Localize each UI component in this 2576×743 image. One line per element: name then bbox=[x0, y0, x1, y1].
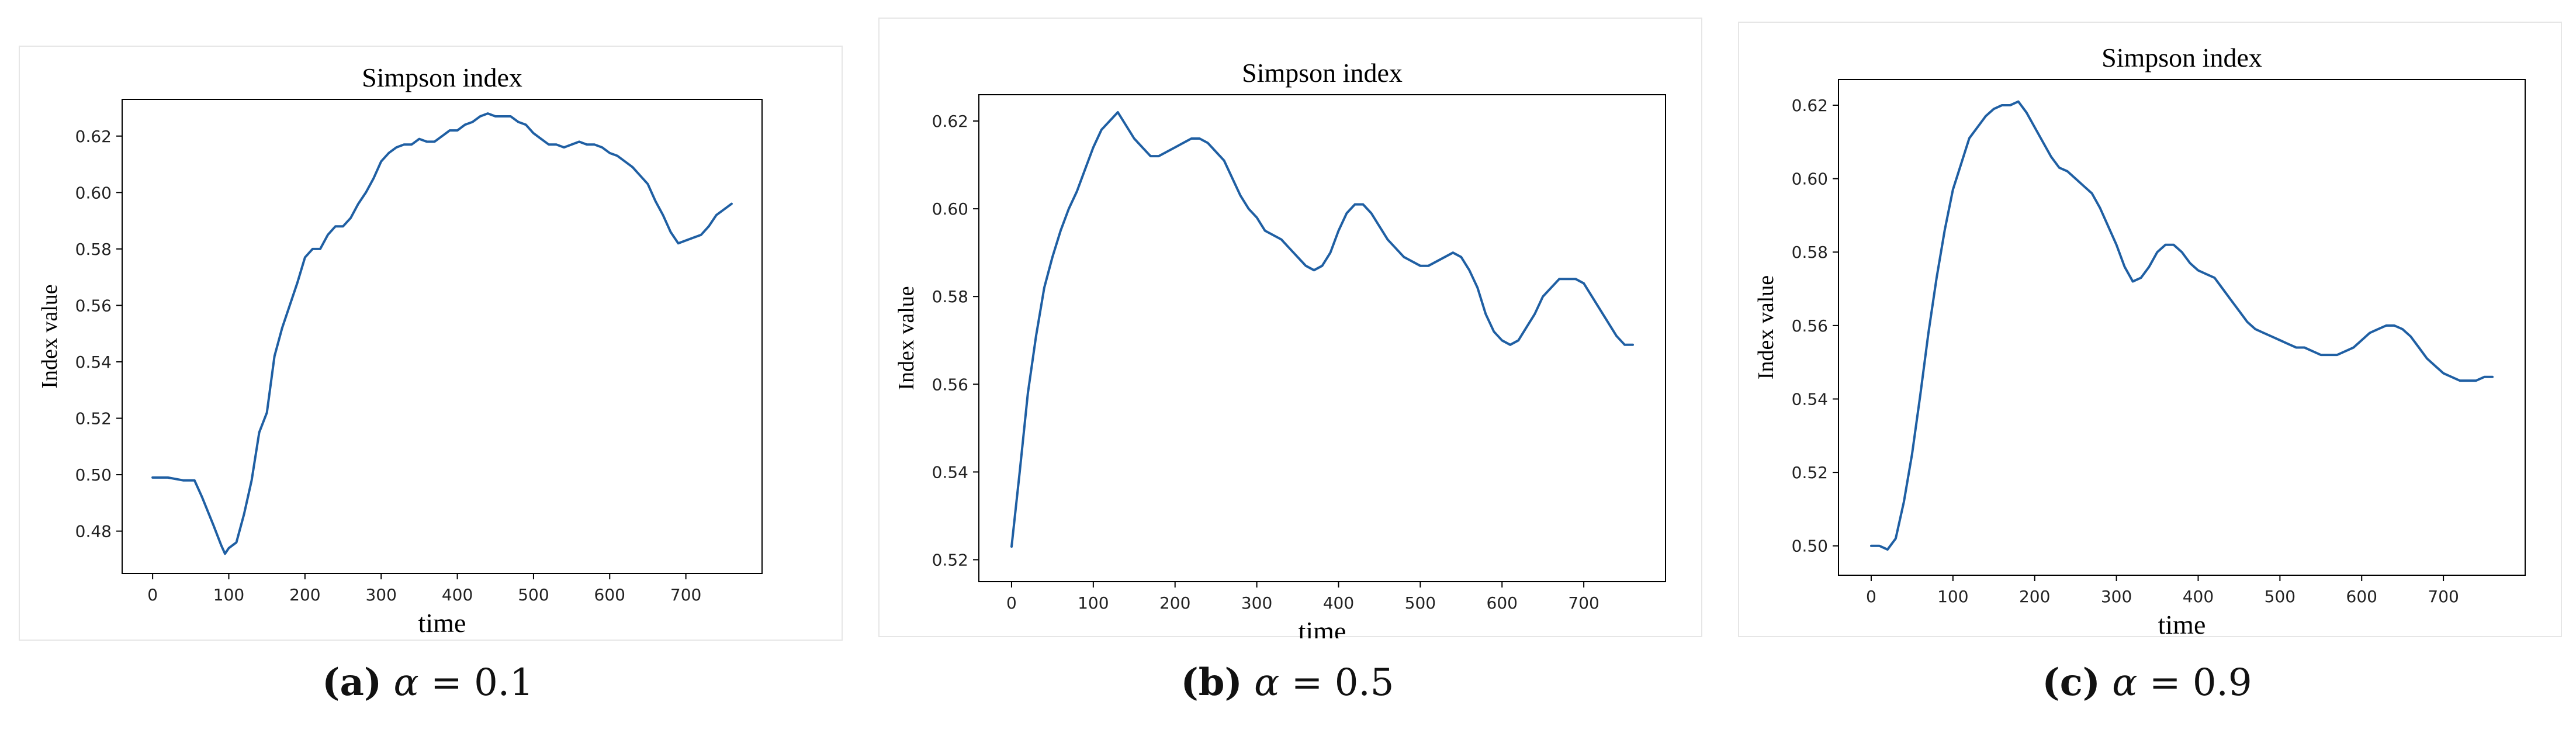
plot-frame-c bbox=[1838, 79, 2526, 576]
y-tick-label-a-7: 0.62 bbox=[75, 127, 112, 146]
y-tick-label-a-5: 0.58 bbox=[75, 240, 112, 259]
x-axis-label-a: time bbox=[418, 608, 466, 638]
chart-panel-a: Simpson index 0 100 200 300 400 500 600 700 0.48 0… bbox=[19, 46, 843, 641]
x-tick-label-b-7: 700 bbox=[1568, 593, 1599, 613]
y-tick-label-b-3: 0.58 bbox=[932, 287, 968, 306]
caption-b-letter: (b) bbox=[1180, 661, 1242, 704]
y-tick-label-a-1: 0.50 bbox=[75, 465, 112, 485]
caption-c-value: = 0.9 bbox=[2137, 661, 2252, 704]
chart-panel-b: Simpson index 0 100 200 300 400 500 600 700 0.52 0… bbox=[878, 18, 1702, 638]
caption-c-param: α bbox=[2112, 661, 2138, 704]
x-tick-label-a-1: 100 bbox=[213, 585, 244, 604]
x-tick-label-a-4: 400 bbox=[442, 585, 473, 604]
chart-panel-c: Simpson index 0 100 200 300 400 500 600 700 0.50 0… bbox=[1738, 22, 2562, 638]
plot-frame-b bbox=[978, 94, 1666, 582]
y-tick-label-c-6: 0.62 bbox=[1792, 96, 1828, 115]
caption-a-value: = 0.1 bbox=[418, 661, 534, 704]
x-tick-label-c-1: 100 bbox=[1937, 587, 1968, 606]
plot-frame-a bbox=[122, 99, 763, 574]
x-tick-label-b-1: 100 bbox=[1078, 593, 1109, 613]
x-tick-label-a-5: 500 bbox=[518, 585, 549, 604]
y-axis-label-c: Index value bbox=[1754, 275, 1778, 379]
caption-c-letter: (c) bbox=[2042, 661, 2100, 704]
x-tick-label-c-3: 300 bbox=[2101, 587, 2132, 606]
y-tick-label-a-2: 0.52 bbox=[75, 409, 112, 428]
series-line-c-0 bbox=[1870, 100, 2494, 551]
x-tick-label-b-0: 0 bbox=[1006, 593, 1017, 613]
y-tick-label-c-1: 0.52 bbox=[1792, 463, 1828, 482]
x-tick-label-a-7: 700 bbox=[670, 585, 701, 604]
chart-title-c: Simpson index bbox=[2101, 43, 2262, 72]
chart-b: Simpson index 0 100 200 300 400 500 600 700 0.52 0… bbox=[894, 58, 1666, 638]
x-tick-label-a-6: 600 bbox=[594, 585, 625, 604]
y-axis-label-a: Index value bbox=[37, 284, 62, 388]
caption-c: (c) α = 0.9 bbox=[1738, 661, 2556, 704]
y-axis-label-b: Index value bbox=[894, 286, 919, 390]
x-tick-label-a-2: 200 bbox=[289, 585, 320, 604]
y-tick-label-a-6: 0.60 bbox=[75, 183, 112, 202]
caption-a-letter: (a) bbox=[322, 661, 382, 704]
x-tick-label-b-5: 500 bbox=[1405, 593, 1436, 613]
chart-title-b: Simpson index bbox=[1242, 58, 1403, 88]
x-tick-label-b-4: 400 bbox=[1323, 593, 1354, 613]
chart-title-a: Simpson index bbox=[362, 63, 522, 92]
y-tick-label-c-2: 0.54 bbox=[1792, 389, 1828, 409]
y-tick-label-c-4: 0.58 bbox=[1792, 243, 1828, 262]
series-line-b-0 bbox=[1010, 111, 1634, 548]
chart-a: Simpson index 0 100 200 300 400 500 600 700 0.48 0… bbox=[37, 63, 763, 638]
y-tick-label-c-0: 0.50 bbox=[1792, 537, 1828, 556]
y-tick-label-c-5: 0.60 bbox=[1792, 170, 1828, 189]
x-tick-label-c-7: 700 bbox=[2428, 587, 2459, 606]
y-tick-label-b-1: 0.54 bbox=[932, 462, 968, 482]
caption-a: (a) α = 0.1 bbox=[19, 661, 837, 704]
x-tick-label-c-6: 600 bbox=[2346, 587, 2377, 606]
y-tick-label-b-0: 0.52 bbox=[932, 550, 968, 569]
y-tick-label-b-5: 0.62 bbox=[932, 112, 968, 131]
x-tick-label-c-5: 500 bbox=[2265, 587, 2295, 606]
x-tick-label-b-2: 200 bbox=[1159, 593, 1190, 613]
x-tick-label-a-0: 0 bbox=[147, 585, 158, 604]
x-tick-label-c-0: 0 bbox=[1866, 587, 1876, 606]
y-tick-label-a-3: 0.54 bbox=[75, 353, 112, 372]
y-tick-label-b-2: 0.56 bbox=[932, 375, 968, 394]
x-tick-label-b-6: 600 bbox=[1487, 593, 1518, 613]
x-tick-label-b-3: 300 bbox=[1241, 593, 1272, 613]
x-axis-label-b: time bbox=[1299, 616, 1346, 638]
x-tick-label-c-4: 400 bbox=[2183, 587, 2214, 606]
caption-b-param: α bbox=[1254, 661, 1280, 704]
y-tick-label-a-0: 0.48 bbox=[75, 522, 112, 541]
chart-c: Simpson index 0 100 200 300 400 500 600 700 0.50 0… bbox=[1754, 43, 2526, 638]
x-axis-label-c: time bbox=[2158, 610, 2206, 638]
series-line-a-0 bbox=[151, 112, 733, 555]
y-tick-label-a-4: 0.56 bbox=[75, 296, 112, 315]
caption-a-param: α bbox=[393, 661, 419, 704]
caption-b: (b) α = 0.5 bbox=[878, 661, 1696, 704]
y-tick-label-c-3: 0.56 bbox=[1792, 316, 1828, 336]
x-tick-label-a-3: 300 bbox=[365, 585, 396, 604]
x-tick-label-c-2: 200 bbox=[2019, 587, 2050, 606]
y-tick-label-b-4: 0.60 bbox=[932, 199, 968, 219]
caption-b-value: = 0.5 bbox=[1279, 661, 1394, 704]
